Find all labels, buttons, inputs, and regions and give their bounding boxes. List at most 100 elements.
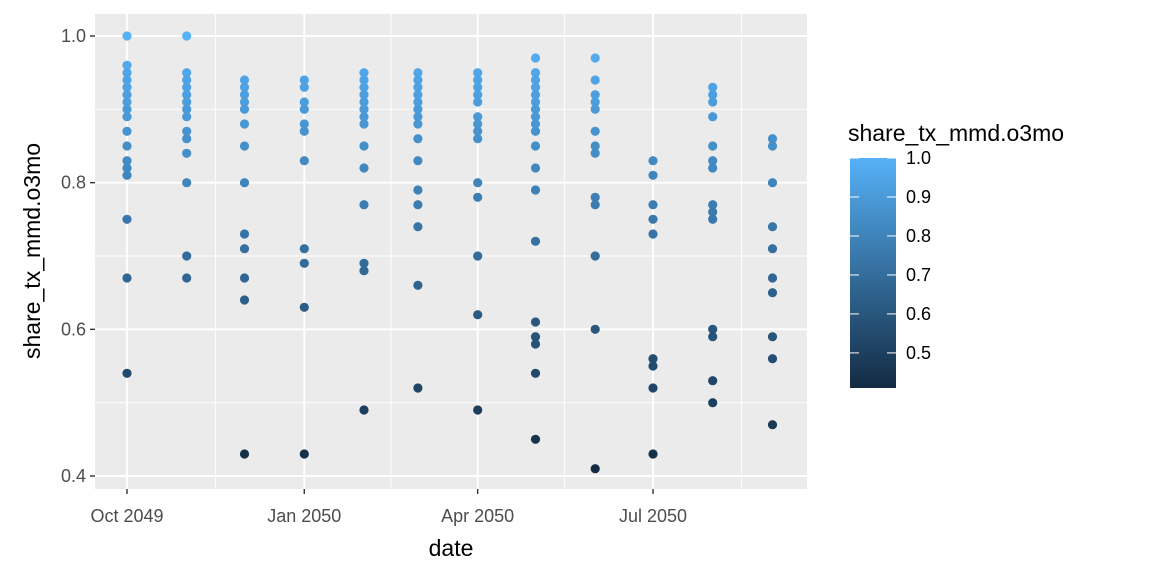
data-point — [299, 302, 309, 312]
data-point — [239, 119, 250, 129]
data-point — [413, 112, 423, 122]
x-tick-label: Jan 2050 — [267, 506, 341, 526]
data-point — [239, 82, 250, 92]
legend-label: 0.7 — [906, 265, 931, 285]
data-point — [767, 273, 778, 283]
data-point — [413, 200, 423, 210]
data-point — [413, 156, 423, 166]
data-point — [473, 112, 483, 122]
data-point — [648, 361, 658, 371]
data-point — [530, 75, 541, 85]
legend: share_tx_mmd.o3mo 1.0 0.9 0.8 0.7 0.6 0.5 — [848, 120, 1064, 388]
data-point — [530, 339, 541, 349]
data-point — [530, 141, 541, 151]
data-point — [530, 368, 541, 378]
data-point — [359, 163, 369, 173]
data-point — [239, 104, 250, 114]
data-point — [708, 141, 718, 151]
data-point — [473, 192, 483, 202]
data-point — [413, 68, 423, 78]
minor-gridlines — [95, 14, 807, 489]
legend-label: 0.9 — [906, 187, 931, 207]
data-point — [590, 464, 600, 474]
plot-panel — [95, 14, 807, 489]
data-point — [359, 104, 369, 114]
data-point — [122, 112, 132, 122]
x-axis: Oct 2049 Jan 2050 Apr 2050 Jul 2050 — [90, 489, 687, 526]
data-point — [239, 178, 250, 188]
data-point — [413, 104, 423, 114]
data-point — [182, 273, 192, 283]
data-point — [648, 354, 658, 364]
data-point — [122, 82, 132, 92]
data-point — [239, 90, 250, 100]
data-point — [473, 405, 483, 415]
data-point — [590, 200, 600, 210]
data-point — [182, 178, 192, 188]
data-point — [530, 82, 541, 92]
data-point — [122, 170, 132, 180]
data-point — [359, 200, 369, 210]
data-point — [122, 60, 132, 70]
data-point — [767, 420, 778, 430]
data-point — [708, 90, 718, 100]
y-tick-label: 0.8 — [61, 173, 86, 193]
legend-label: 0.8 — [906, 226, 931, 246]
data-point — [122, 97, 132, 107]
data-point — [299, 97, 309, 107]
data-point — [708, 156, 718, 166]
legend-colorbar — [850, 158, 896, 388]
data-point — [122, 68, 132, 78]
data-point — [122, 31, 132, 41]
legend-title: share_tx_mmd.o3mo — [848, 120, 1064, 146]
data-point — [473, 75, 483, 85]
data-point — [182, 148, 192, 158]
data-point — [299, 449, 309, 459]
data-point — [530, 68, 541, 78]
data-point — [182, 31, 192, 41]
data-point — [767, 222, 778, 232]
data-point — [299, 75, 309, 85]
data-point — [530, 104, 541, 114]
data-point — [299, 126, 309, 136]
data-point — [590, 251, 600, 261]
data-point — [473, 90, 483, 100]
data-point — [182, 75, 192, 85]
data-point — [359, 266, 369, 276]
data-point — [648, 449, 658, 459]
legend-ticks: 1.0 0.9 0.8 0.7 0.6 0.5 — [850, 148, 931, 363]
data-point — [708, 163, 718, 173]
data-point — [473, 126, 483, 136]
data-point — [708, 398, 718, 408]
data-point — [648, 214, 658, 224]
data-point — [767, 134, 778, 144]
data-point — [359, 75, 369, 85]
data-point — [530, 119, 541, 129]
data-point — [530, 97, 541, 107]
data-point — [708, 332, 718, 342]
data-point — [530, 332, 541, 342]
data-point — [182, 104, 192, 114]
data-point — [708, 376, 718, 386]
data-point — [590, 148, 600, 158]
data-point — [239, 244, 250, 254]
y-axis: 0.4 0.6 0.8 1.0 — [61, 26, 95, 486]
data-point — [239, 141, 250, 151]
data-point — [767, 178, 778, 188]
legend-label: 0.6 — [906, 304, 931, 324]
data-point — [182, 68, 192, 78]
y-tick-label: 0.6 — [61, 319, 86, 339]
x-tick-label: Oct 2049 — [90, 506, 163, 526]
data-point — [648, 156, 658, 166]
data-point — [359, 82, 369, 92]
data-point — [299, 104, 309, 114]
data-point — [708, 207, 718, 217]
data-point — [708, 200, 718, 210]
data-point — [239, 273, 250, 283]
data-point — [413, 119, 423, 129]
data-point — [530, 185, 541, 195]
data-point — [239, 75, 250, 85]
data-point — [767, 141, 778, 151]
data-point — [359, 97, 369, 107]
